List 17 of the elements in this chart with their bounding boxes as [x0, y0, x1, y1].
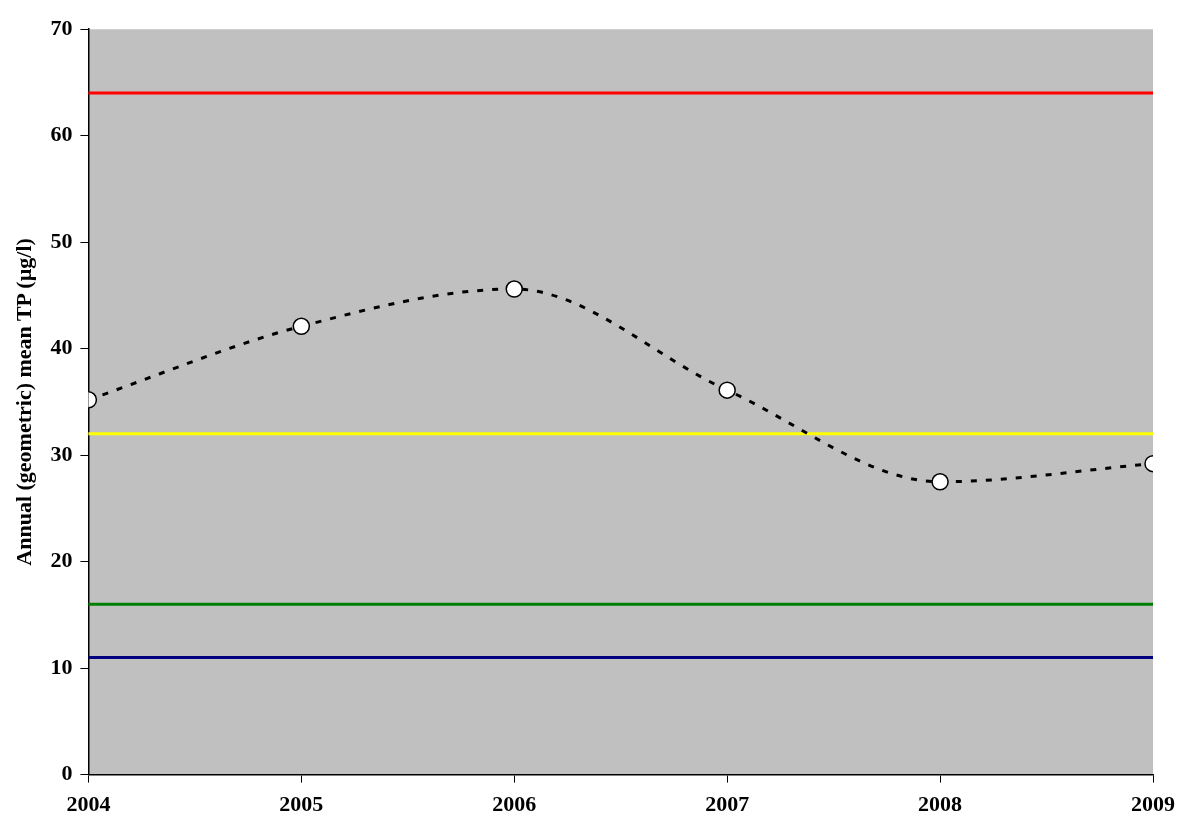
x-tick-label: 2008: [918, 791, 963, 817]
y-tick-label: 30: [50, 440, 73, 466]
point: [718, 381, 736, 399]
y-tick-label: 0: [61, 760, 73, 786]
x-tick-label: 2009: [1131, 791, 1175, 817]
y-tick-label: 70: [50, 14, 73, 40]
y-tick-label: 60: [50, 121, 73, 147]
y-tick-label: 20: [50, 547, 73, 573]
x-tick-label: 2005: [279, 791, 324, 817]
x-tick-label: 2006: [492, 791, 537, 817]
x-tick-label: 2007: [705, 791, 750, 817]
y-tick-label: 40: [50, 334, 73, 360]
point: [505, 280, 523, 298]
y-tick-label: 10: [50, 653, 73, 679]
y-axis-title: Annual (geometric) mean TP (µg/l): [10, 238, 36, 566]
x-tick-label: 2004: [66, 791, 111, 817]
y-tick-label: 50: [50, 227, 73, 253]
